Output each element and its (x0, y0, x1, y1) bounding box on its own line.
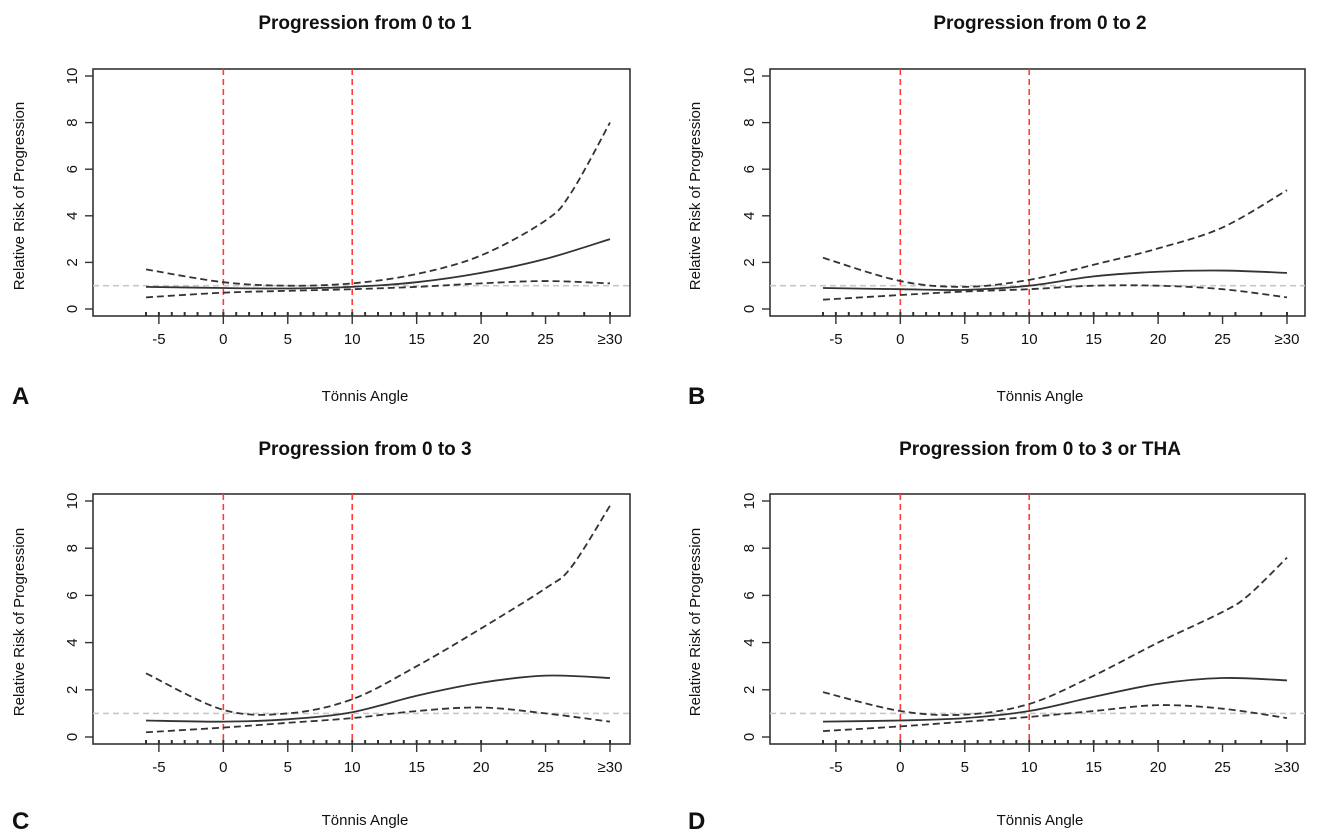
series-line-lower-ci (145, 280, 611, 299)
x-tick-label: 10 (1021, 331, 1038, 348)
x-tick-label: 25 (1214, 759, 1231, 776)
x-tick-label: 15 (408, 331, 425, 348)
series-line-estimate (145, 674, 611, 723)
x-tick-label: ≥30 (1275, 331, 1300, 348)
y-tick-label: 0 (64, 305, 81, 313)
plot-frame (92, 493, 631, 745)
y-tick-label: 4 (741, 212, 758, 220)
y-tick-label: 2 (64, 686, 81, 694)
x-tick-label: 20 (1150, 331, 1167, 348)
y-tick-label: 0 (741, 733, 758, 741)
x-tick-label: 0 (219, 331, 227, 348)
x-tick-label: -5 (152, 331, 165, 348)
plot-frame (769, 493, 1306, 745)
series-line-estimate (822, 677, 1288, 723)
x-tick-label: 20 (1150, 759, 1167, 776)
series-line-upper-ci (822, 189, 1288, 288)
y-axis-label: Relative Risk of Progression (687, 528, 704, 716)
y-tick-label: 4 (64, 212, 81, 220)
x-tick-label: ≥30 (598, 759, 623, 776)
plot-area (770, 494, 1305, 744)
x-tick-label: -5 (152, 759, 165, 776)
x-tick-label: -5 (829, 331, 842, 348)
y-tick-label: 6 (741, 165, 758, 173)
chart-panel-b: Progression from 0 to 2 B Tönnis Angle Rela… (687, 13, 1306, 410)
series-line-upper-ci (822, 556, 1288, 716)
series-line-estimate (822, 269, 1288, 291)
panel-title: Progression from 0 to 2 (933, 13, 1146, 34)
x-tick-label: 20 (473, 759, 490, 776)
y-tick-label: 8 (741, 544, 758, 552)
x-tick-label: 20 (473, 331, 490, 348)
x-tick-label: 5 (284, 331, 292, 348)
chart-panel-c: Progression from 0 to 3 C Tönnis Angle Rela… (11, 439, 631, 834)
y-tick-label: 10 (741, 493, 758, 510)
y-tick-label: 8 (64, 544, 81, 552)
panel-title: Progression from 0 to 3 or THA (899, 439, 1181, 460)
y-tick-label: 6 (64, 165, 81, 173)
panel-letter: C (12, 808, 29, 834)
y-tick-label: 2 (741, 686, 758, 694)
panel-title: Progression from 0 to 3 (258, 439, 471, 460)
x-axis-label: Tönnis Angle (997, 812, 1084, 829)
chart-panel-d: Progression from 0 to 3 or THA D Tönnis An… (687, 439, 1306, 834)
series-line-estimate (145, 238, 611, 290)
y-axis-label: Relative Risk of Progression (687, 102, 704, 290)
plot-area (93, 494, 630, 744)
y-axis-label: Relative Risk of Progression (11, 102, 28, 290)
x-tick-label: ≥30 (598, 331, 623, 348)
plot-area (93, 69, 630, 316)
x-axis-label: Tönnis Angle (322, 388, 409, 405)
y-axis-label: Relative Risk of Progression (11, 528, 28, 716)
x-tick-label: 15 (1085, 759, 1102, 776)
plot-area (770, 69, 1305, 316)
series-line-lower-ci (145, 706, 611, 734)
y-tick-label: 8 (64, 118, 81, 126)
y-tick-label: 6 (64, 591, 81, 599)
panel-title: Progression from 0 to 1 (258, 13, 472, 34)
y-tick-label: 2 (741, 258, 758, 266)
y-tick-label: 2 (64, 258, 81, 266)
x-tick-label: 0 (896, 759, 904, 776)
x-tick-label: 10 (344, 331, 361, 348)
y-tick-label: 10 (64, 493, 81, 510)
y-tick-label: 0 (741, 305, 758, 313)
x-tick-label: 0 (219, 759, 227, 776)
x-tick-label: 10 (1021, 759, 1038, 776)
x-tick-label: 5 (961, 759, 969, 776)
panel-letter: B (688, 383, 705, 410)
x-axis-label: Tönnis Angle (322, 812, 409, 829)
x-tick-label: 0 (896, 331, 904, 348)
plot-frame (769, 68, 1306, 317)
y-tick-label: 10 (741, 68, 758, 85)
y-tick-label: 4 (741, 638, 758, 646)
y-tick-label: 8 (741, 118, 758, 126)
x-axis-label: Tönnis Angle (997, 388, 1084, 405)
y-tick-label: 10 (64, 68, 81, 85)
panel-letter: D (688, 808, 705, 834)
series-line-lower-ci (822, 284, 1288, 301)
plot-frame (92, 68, 631, 317)
y-tick-label: 4 (64, 638, 81, 646)
x-tick-label: 25 (537, 331, 554, 348)
x-tick-label: 5 (961, 331, 969, 348)
x-tick-label: 25 (1214, 331, 1231, 348)
x-tick-label: -5 (829, 759, 842, 776)
panel-letter: A (12, 383, 29, 410)
chart-panel-a: Progression from 0 to 1 A Tönnis Angle Rela… (11, 13, 631, 410)
y-tick-label: 0 (64, 733, 81, 741)
series-line-upper-ci (145, 122, 611, 287)
x-tick-label: ≥30 (1275, 759, 1300, 776)
x-tick-label: 5 (284, 759, 292, 776)
x-tick-label: 15 (1085, 331, 1102, 348)
x-tick-label: 25 (537, 759, 554, 776)
y-tick-label: 6 (741, 591, 758, 599)
series-line-upper-ci (145, 505, 611, 716)
series-line-lower-ci (822, 704, 1288, 732)
x-tick-label: 10 (344, 759, 361, 776)
x-tick-label: 15 (408, 759, 425, 776)
